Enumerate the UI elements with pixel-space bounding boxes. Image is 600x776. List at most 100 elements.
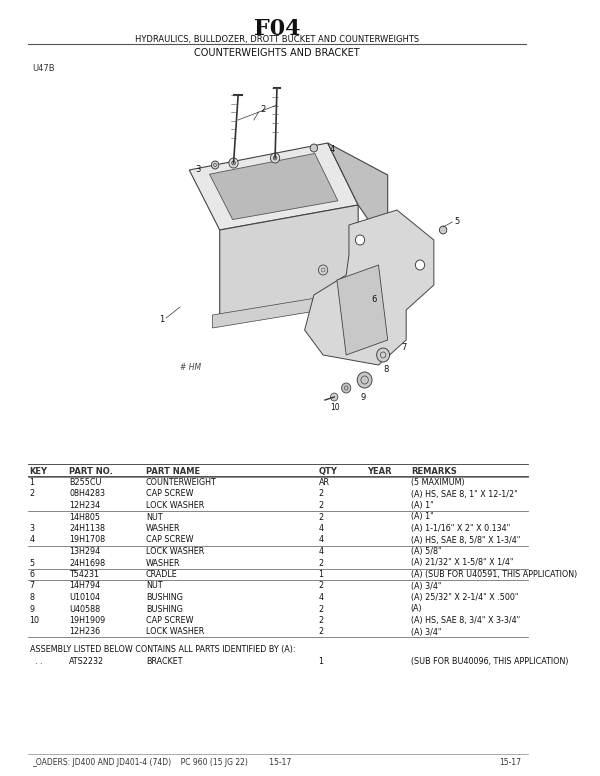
Text: CAP SCREW: CAP SCREW xyxy=(146,616,193,625)
Text: (A) HS, SAE 8, 5/8" X 1-3/4": (A) HS, SAE 8, 5/8" X 1-3/4" xyxy=(411,535,520,545)
Text: QTY: QTY xyxy=(319,467,337,476)
Circle shape xyxy=(310,144,317,152)
Text: 4: 4 xyxy=(319,547,323,556)
Circle shape xyxy=(229,158,238,168)
Text: T54231: T54231 xyxy=(69,570,99,579)
Text: 19H1708: 19H1708 xyxy=(69,535,106,545)
Text: PART NAME: PART NAME xyxy=(146,467,200,476)
Text: LOCK WASHER: LOCK WASHER xyxy=(146,628,204,636)
Text: 10: 10 xyxy=(29,616,40,625)
Text: 2: 2 xyxy=(29,490,35,498)
Text: (SUB FOR BU40096, THIS APPLICATION): (SUB FOR BU40096, THIS APPLICATION) xyxy=(411,657,568,666)
Text: NUT: NUT xyxy=(146,512,163,521)
Text: (A) HS, SAE 8, 1" X 12-1/2": (A) HS, SAE 8, 1" X 12-1/2" xyxy=(411,490,518,498)
Polygon shape xyxy=(337,265,388,355)
Text: (A): (A) xyxy=(411,605,422,614)
Text: _OADERS: JD400 AND JD401-4 (74D)    PC 960 (15 JG 22)         15-17: _OADERS: JD400 AND JD401-4 (74D) PC 960 … xyxy=(32,758,292,767)
Circle shape xyxy=(211,161,219,169)
Text: BUSHING: BUSHING xyxy=(146,593,183,602)
Text: . .: . . xyxy=(35,657,43,666)
Polygon shape xyxy=(189,143,358,230)
Text: 4: 4 xyxy=(319,535,323,545)
Text: 14H794: 14H794 xyxy=(69,581,100,591)
Text: BRACKET: BRACKET xyxy=(146,657,182,666)
Polygon shape xyxy=(215,295,363,326)
Text: WASHER: WASHER xyxy=(146,559,181,567)
Text: 14H805: 14H805 xyxy=(69,512,100,521)
Text: 2: 2 xyxy=(260,106,266,115)
Text: LOCK WASHER: LOCK WASHER xyxy=(146,501,204,510)
Text: LOCK WASHER: LOCK WASHER xyxy=(146,547,204,556)
Polygon shape xyxy=(328,143,388,248)
Text: 1: 1 xyxy=(319,657,323,666)
Text: (A) 3/4": (A) 3/4" xyxy=(411,628,441,636)
Circle shape xyxy=(331,393,338,401)
Text: 4: 4 xyxy=(29,535,35,545)
Text: (A) 1": (A) 1" xyxy=(411,512,434,521)
Text: WASHER: WASHER xyxy=(146,524,181,533)
Text: (A) 5/8": (A) 5/8" xyxy=(411,547,442,556)
Text: U47B: U47B xyxy=(32,64,55,73)
Text: NUT: NUT xyxy=(146,581,163,591)
Polygon shape xyxy=(209,154,338,220)
Text: ASSEMBLY LISTED BELOW CONTAINS ALL PARTS IDENTIFIED BY (A):: ASSEMBLY LISTED BELOW CONTAINS ALL PARTS… xyxy=(29,645,295,654)
Text: 9: 9 xyxy=(29,605,35,614)
Circle shape xyxy=(271,153,280,163)
Text: 8: 8 xyxy=(383,365,389,375)
Text: 5: 5 xyxy=(29,559,35,567)
Text: 08H4283: 08H4283 xyxy=(69,490,105,498)
Text: 12H236: 12H236 xyxy=(69,628,100,636)
Text: (5 MAXIMUM): (5 MAXIMUM) xyxy=(411,478,464,487)
Text: 24H1138: 24H1138 xyxy=(69,524,105,533)
Polygon shape xyxy=(212,290,365,328)
Text: 1: 1 xyxy=(159,316,164,324)
Text: (A) 1-1/16" X 2" X 0.134": (A) 1-1/16" X 2" X 0.134" xyxy=(411,524,510,533)
Text: 2: 2 xyxy=(319,501,323,510)
Text: B255CU: B255CU xyxy=(69,478,102,487)
Text: 2: 2 xyxy=(319,581,323,591)
Text: 5: 5 xyxy=(454,217,460,227)
Circle shape xyxy=(439,226,447,234)
Polygon shape xyxy=(305,210,434,365)
Text: 15-17: 15-17 xyxy=(500,758,521,767)
Text: REMARKS: REMARKS xyxy=(411,467,457,476)
Circle shape xyxy=(357,372,372,388)
Text: CAP SCREW: CAP SCREW xyxy=(146,490,193,498)
Text: 13H294: 13H294 xyxy=(69,547,100,556)
Circle shape xyxy=(377,348,389,362)
Text: (A) (SUB FOR U40591, THIS APPLICATION): (A) (SUB FOR U40591, THIS APPLICATION) xyxy=(411,570,577,579)
Text: 1: 1 xyxy=(29,478,35,487)
Text: COUNTERWEIGHT: COUNTERWEIGHT xyxy=(146,478,217,487)
Text: BUSHING: BUSHING xyxy=(146,605,183,614)
Text: COUNTERWEIGHTS AND BRACKET: COUNTERWEIGHTS AND BRACKET xyxy=(194,48,360,58)
Text: 3: 3 xyxy=(195,165,200,175)
Text: YEAR: YEAR xyxy=(367,467,392,476)
Circle shape xyxy=(341,383,351,393)
Text: 1: 1 xyxy=(319,570,323,579)
Text: 7: 7 xyxy=(401,342,407,352)
Text: 2: 2 xyxy=(319,605,323,614)
Text: 4: 4 xyxy=(319,524,323,533)
Text: 6: 6 xyxy=(29,570,35,579)
Text: KEY: KEY xyxy=(29,467,47,476)
Text: (A) HS, SAE 8, 3/4" X 3-3/4": (A) HS, SAE 8, 3/4" X 3-3/4" xyxy=(411,616,520,625)
Text: ATS2232: ATS2232 xyxy=(69,657,104,666)
Text: 4: 4 xyxy=(330,146,335,154)
Text: # HM: # HM xyxy=(180,363,201,372)
Text: 2: 2 xyxy=(319,616,323,625)
Circle shape xyxy=(319,265,328,275)
Text: 9: 9 xyxy=(360,393,365,403)
Text: 2: 2 xyxy=(319,628,323,636)
Text: 12H234: 12H234 xyxy=(69,501,100,510)
Text: 19H1909: 19H1909 xyxy=(69,616,106,625)
Text: 2: 2 xyxy=(319,559,323,567)
Text: 7: 7 xyxy=(29,581,35,591)
Text: F04: F04 xyxy=(254,18,300,40)
Text: HYDRAULICS, BULLDOZER, DROTT BUCKET AND COUNTERWEIGHTS: HYDRAULICS, BULLDOZER, DROTT BUCKET AND … xyxy=(135,35,419,44)
Text: 2: 2 xyxy=(319,490,323,498)
Circle shape xyxy=(355,235,365,245)
Text: 8: 8 xyxy=(29,593,35,602)
Text: (A) 21/32" X 1-5/8" X 1/4": (A) 21/32" X 1-5/8" X 1/4" xyxy=(411,559,513,567)
Text: (A) 25/32" X 2-1/4" X .500": (A) 25/32" X 2-1/4" X .500" xyxy=(411,593,518,602)
Text: 2: 2 xyxy=(319,512,323,521)
